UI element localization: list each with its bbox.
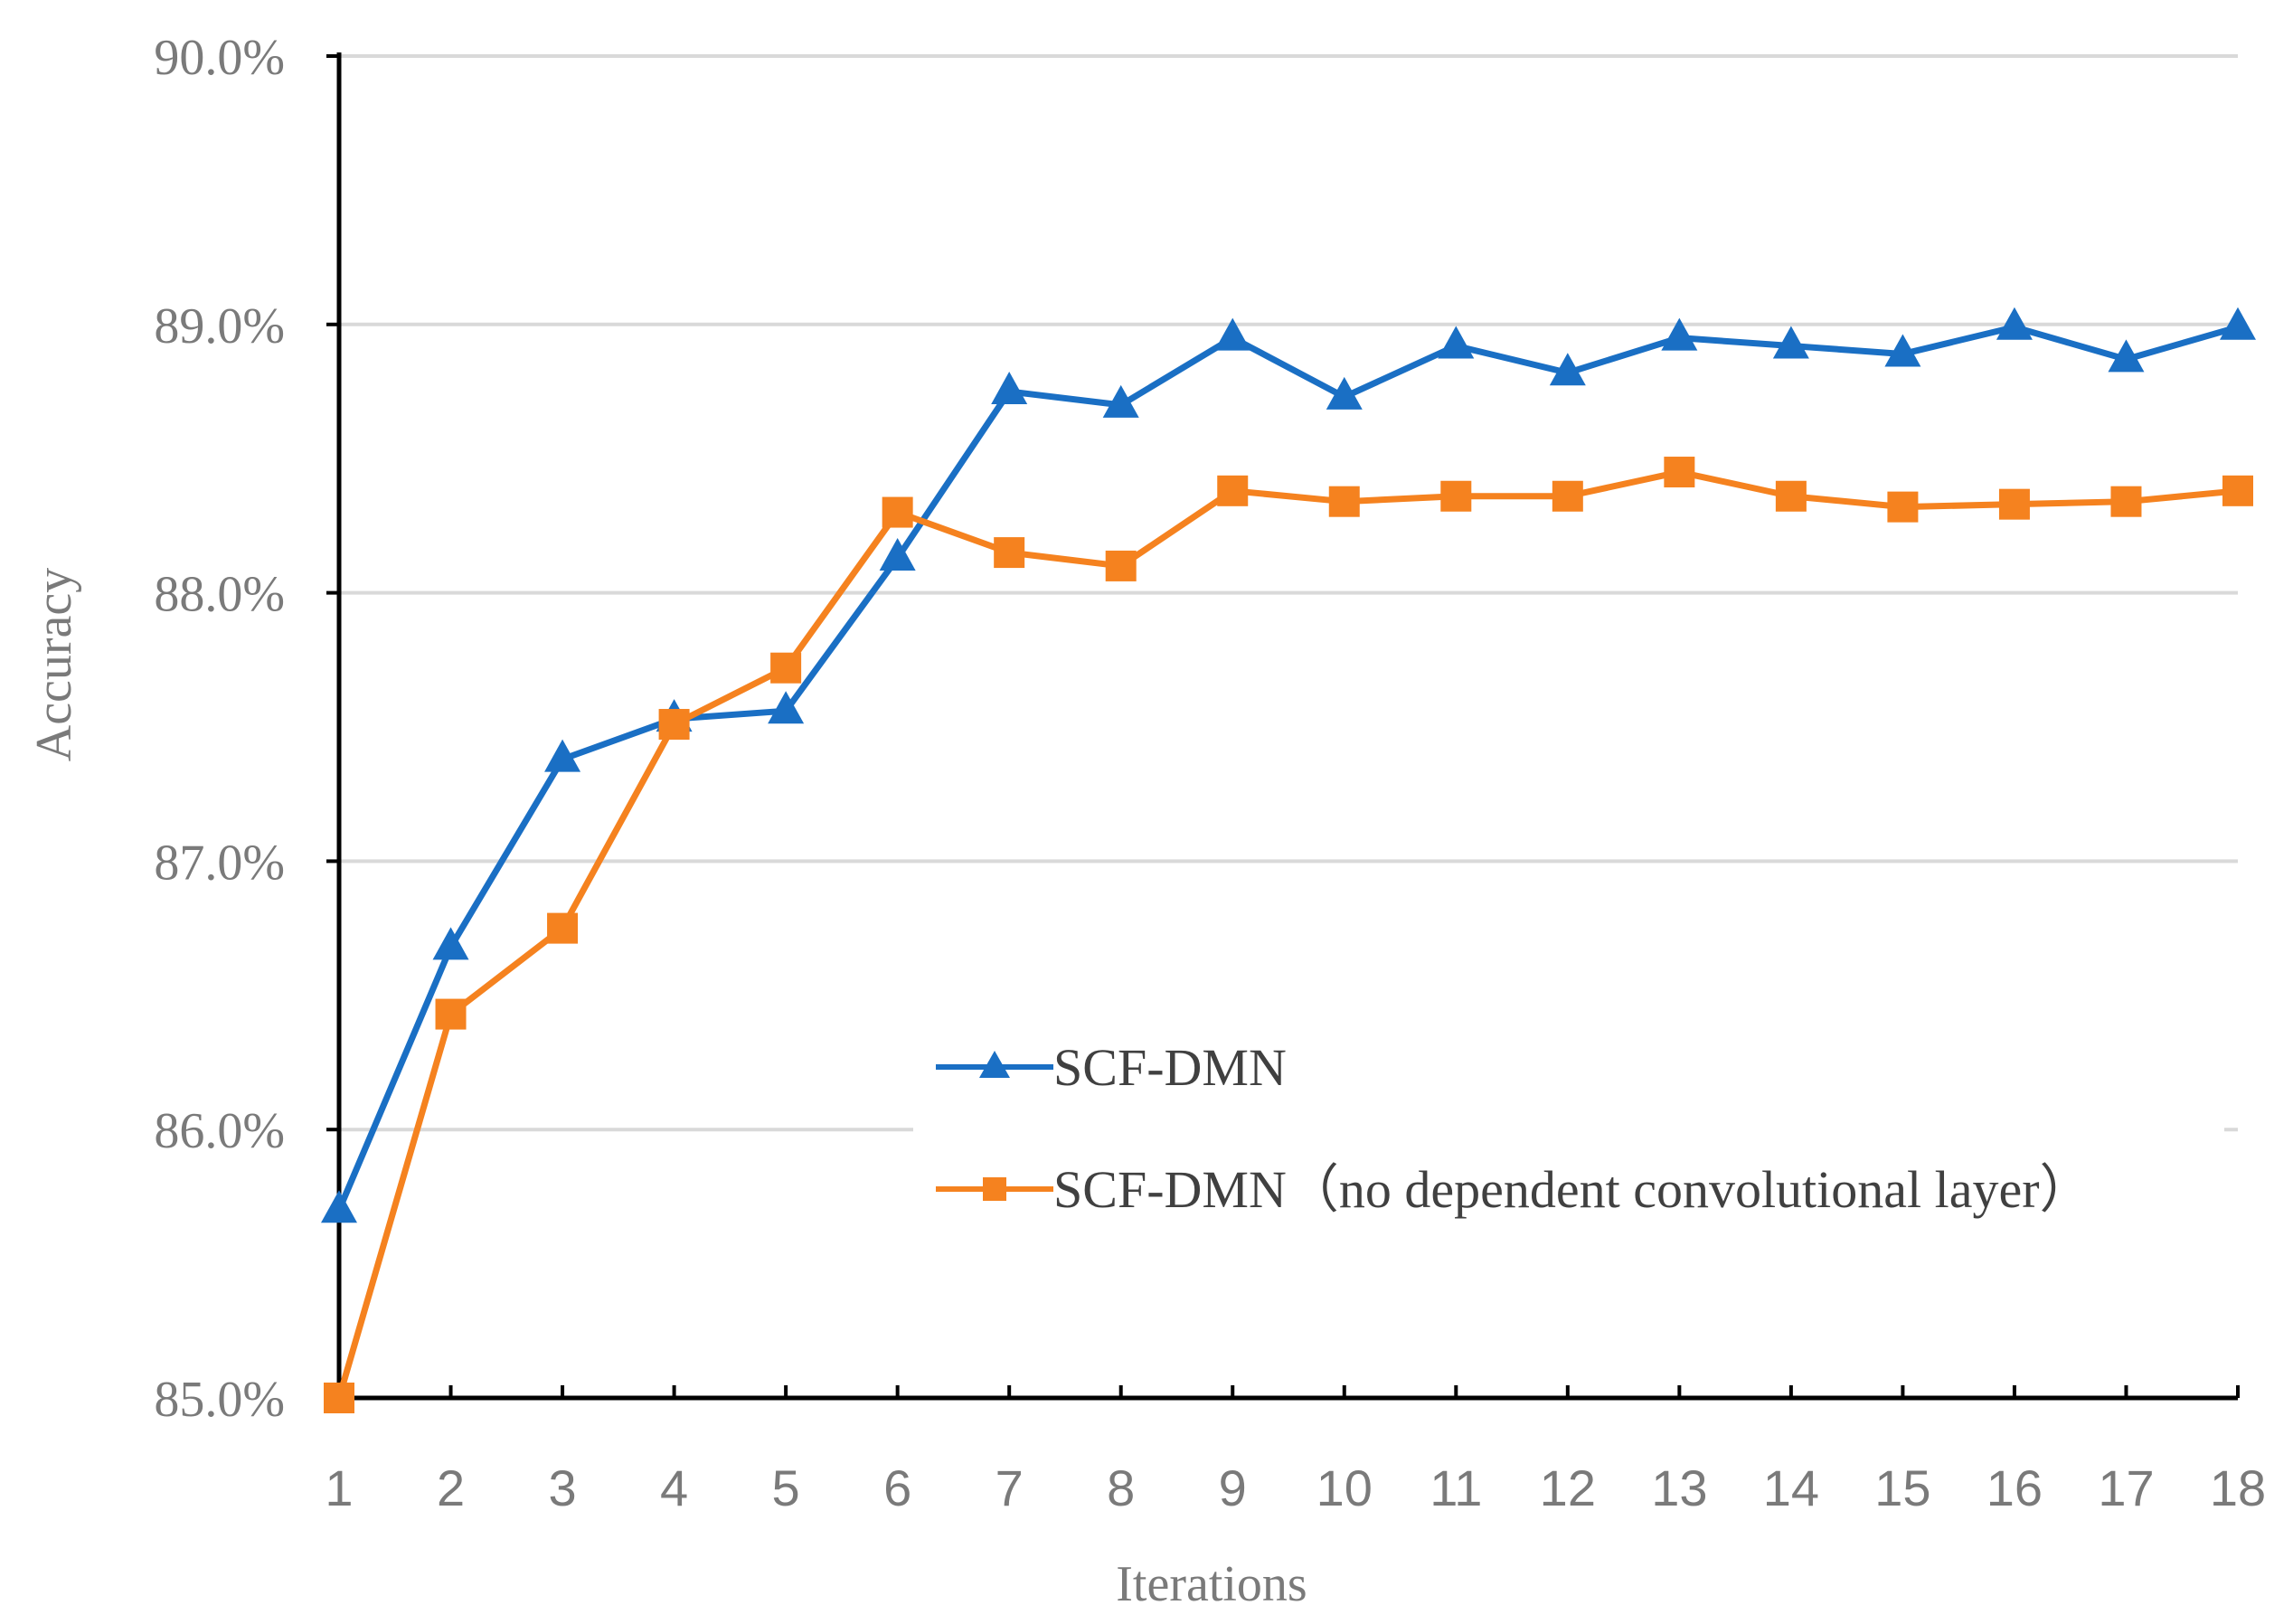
x-tick-label: 9: [1219, 1459, 1247, 1516]
series-point-square: [658, 709, 690, 741]
legend: SCF-DMN SCF-DMN（no dependent convolution…: [913, 1022, 2224, 1257]
series-point-triangle: [1884, 334, 1921, 367]
series-point-triangle: [768, 691, 805, 724]
series-point-square: [2222, 475, 2253, 506]
series-point-triangle: [1661, 317, 1698, 351]
series-point-triangle: [544, 739, 581, 772]
legend-label-scf-dmn: SCF-DMN: [1053, 1038, 1287, 1097]
y-tick-label: 86.0%: [154, 1103, 285, 1159]
series-point-square: [1775, 480, 1807, 512]
series-line-0: [335, 324, 2239, 1212]
x-axis-title: Iterations: [1116, 1556, 1307, 1612]
legend-marker-triangle: [979, 1051, 1010, 1078]
x-tick-label: 15: [1874, 1459, 1930, 1516]
series-point-triangle: [879, 538, 916, 571]
series-point-triangle: [432, 927, 469, 960]
y-tick-label: 85.0%: [154, 1372, 285, 1428]
series-point-triangle: [2108, 339, 2145, 373]
y-tick-label: 89.0%: [154, 298, 285, 354]
x-tick-label: 14: [1763, 1459, 1819, 1516]
data-series: [321, 307, 2256, 1413]
y-tick-labels: 85.0% 86.0% 87.0% 88.0% 89.0% 90.0%: [154, 30, 285, 1428]
series-point-square: [2110, 486, 2142, 517]
y-tick-label: 90.0%: [154, 30, 285, 86]
series-point-square: [1217, 475, 1249, 506]
series-point-triangle: [1214, 317, 1251, 351]
series-point-square: [1440, 480, 1472, 512]
x-tick-label: 2: [437, 1459, 465, 1516]
x-tick-label: 12: [1540, 1459, 1596, 1516]
series-point-square: [1552, 480, 1583, 512]
y-axis-title: Accuracy: [26, 568, 82, 762]
x-tick-label: 5: [772, 1459, 800, 1516]
series-line-1: [335, 468, 2239, 1399]
series-point-square: [1887, 491, 1919, 523]
y-tick-label: 88.0%: [154, 567, 285, 623]
x-tick-labels: 1 2 3 4 5 6 7 8 9 10 11 12 13 14 15 16 17 18: [325, 1459, 2266, 1516]
series-point-square: [1328, 486, 1360, 517]
series-point-triangle: [2220, 307, 2256, 340]
x-tick-label: 8: [1107, 1459, 1135, 1516]
series-point-square: [435, 998, 467, 1030]
series-point-square: [1664, 457, 1695, 488]
series-point-triangle: [321, 1190, 357, 1223]
x-tick-label: 11: [1430, 1459, 1482, 1516]
series-point-triangle: [1549, 353, 1586, 386]
gridlines: [339, 54, 2238, 1132]
x-tick-label: 13: [1651, 1459, 1707, 1516]
series-point-triangle: [1102, 384, 1139, 418]
x-tick-label: 1: [325, 1459, 353, 1516]
series-point-square: [994, 537, 1025, 569]
series-point-square: [770, 652, 802, 684]
x-tick-label: 7: [996, 1459, 1024, 1516]
series-point-square: [1998, 488, 2030, 520]
legend-label-scf-dmn-no-dep: SCF-DMN（no dependent convolutional layer…: [1053, 1160, 2092, 1219]
series-point-square: [882, 496, 913, 528]
series-point-triangle: [991, 372, 1028, 404]
legend-background: [913, 1022, 2224, 1257]
series-point-triangle: [1772, 326, 1809, 359]
series-point-square: [324, 1383, 354, 1413]
x-tick-label: 17: [2098, 1459, 2154, 1516]
x-tick-label: 10: [1316, 1459, 1373, 1516]
legend-marker-square: [983, 1177, 1006, 1201]
series-point-square: [1105, 550, 1137, 581]
x-tick-label: 6: [883, 1459, 911, 1516]
x-tick-label: 3: [548, 1459, 576, 1516]
y-tick-label: 87.0%: [154, 835, 285, 891]
x-tick-label: 18: [2210, 1459, 2266, 1516]
x-tick-label: 4: [660, 1459, 688, 1516]
series-point-square: [547, 912, 579, 944]
series-point-triangle: [1438, 326, 1475, 359]
x-tick-label: 16: [1986, 1459, 2043, 1516]
series-point-triangle: [1326, 376, 1363, 410]
series-point-triangle: [1996, 307, 2033, 340]
